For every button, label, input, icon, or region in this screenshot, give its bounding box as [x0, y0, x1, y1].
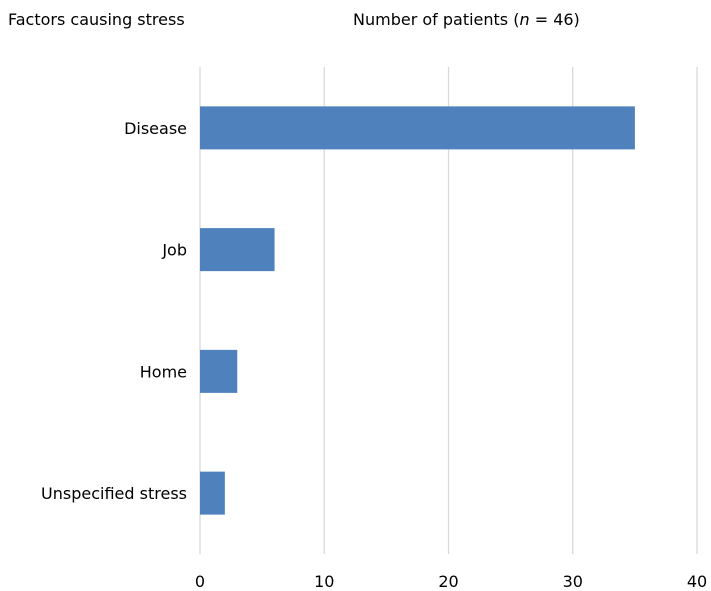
x-tick-label-0: 0 [195, 572, 205, 591]
x-tick-label-30: 30 [563, 572, 583, 591]
x-axis-title-variable: n [519, 10, 529, 29]
category-label-disease: Disease [124, 119, 187, 138]
bar-unspecified-stress [200, 471, 225, 515]
bar-disease [200, 106, 635, 150]
x-axis-title-suffix: = 46) [530, 10, 580, 29]
category-labels: Disease Job Home Unspecified stress [41, 119, 187, 503]
x-tick-label-40: 40 [687, 572, 707, 591]
x-axis-title: Number of patients (n = 46) [353, 10, 580, 29]
bar-job [200, 228, 275, 272]
x-tick-label-10: 10 [314, 572, 334, 591]
x-axis-title-prefix: Number of patients ( [353, 10, 519, 29]
y-axis-title: Factors causing stress [8, 10, 185, 29]
category-label-unspecified-stress: Unspecified stress [41, 484, 187, 503]
x-tick-label-20: 20 [438, 572, 458, 591]
bars [200, 106, 635, 515]
x-tick-labels: 0 10 20 30 40 [195, 572, 707, 591]
bar-home [200, 349, 238, 393]
category-label-home: Home [140, 362, 187, 381]
category-label-job: Job [161, 241, 187, 260]
